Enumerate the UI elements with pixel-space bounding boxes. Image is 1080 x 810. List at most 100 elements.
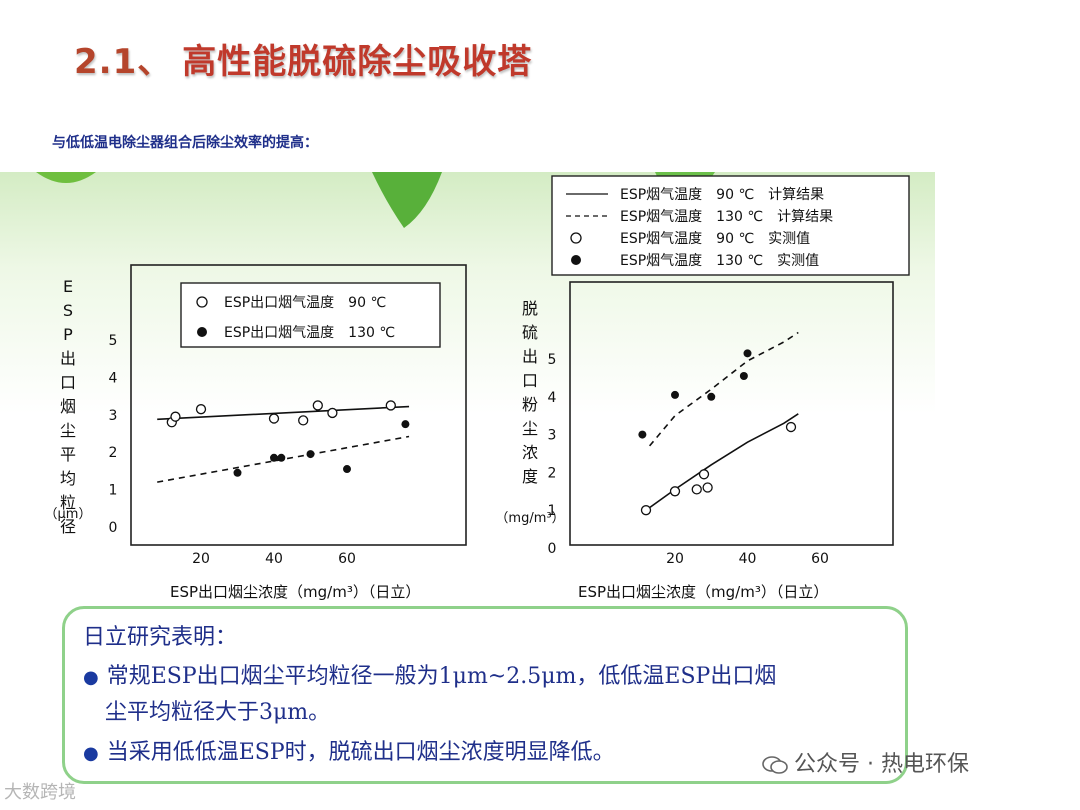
chart-1-point-filled [401, 420, 410, 429]
chart-1-point-filled [233, 468, 242, 477]
chart-2-ytick-label: 2 [548, 465, 557, 481]
chart-1-ylabel-char: E [63, 277, 73, 296]
chart-1-ytick-label: 5 [109, 333, 118, 349]
conclusion-bullet-1: ● 常规ESP出口烟尘平均粒径一般为1μm~2.5μm，低低温ESP出口烟 [83, 659, 776, 696]
chart-1-legend-box [180, 282, 441, 348]
chart-1-point-filled [270, 453, 278, 462]
chart-2-ylabel-char: 粉 [522, 395, 538, 414]
chart-2-point-open [702, 482, 713, 493]
chart-2-xtick-label: 40 [739, 551, 757, 567]
chart-1-ytick-label: 2 [109, 445, 118, 461]
chart-1-point-open [195, 404, 207, 415]
chart-1-point-open [385, 400, 396, 411]
chart-1-point-filled [277, 453, 286, 462]
chart-2-xtick-label: 20 [666, 551, 684, 567]
chart-2-point-open [785, 421, 797, 433]
chart-2-curve [648, 331, 799, 447]
chart-2-ylabel-char: 度 [522, 467, 538, 486]
conclusion-bullet-2: ● 当采用低低温ESP时，脱硫出口烟尘浓度明显降低。 [83, 735, 615, 772]
title-number: 2.1、 [74, 42, 173, 82]
chart-1-fit-line [157, 405, 410, 421]
watermark-account: 公众号 · 热电环保 [762, 746, 969, 778]
chart-2-legend-marker [571, 255, 581, 265]
chart-2-point-filled [671, 390, 679, 399]
chart-1-xtick-label: 20 [192, 551, 210, 567]
chart-2-point-filled [743, 349, 752, 358]
chart-1-ytick-label: 4 [109, 370, 118, 386]
chart-1-legend-label: ESP出口烟气温度 90 ℃ [224, 295, 386, 311]
chart-2-point-open [691, 484, 702, 495]
chart-2-legend-box [551, 175, 910, 276]
chart-1-ylabel-char: 平 [60, 445, 76, 464]
chart-2-xtick-label: 60 [811, 551, 829, 567]
chart-2-frame [569, 281, 894, 546]
chart-2-legend-marker [570, 232, 582, 244]
chart-2-ylabel-char: 尘 [522, 419, 538, 438]
chart-1-legend-marker [196, 296, 208, 308]
chart-1-ylabel-char: 径 [60, 517, 76, 536]
chart-2-curve [645, 413, 799, 511]
chart-2-legend-label: ESP烟气温度 90 ℃ 计算结果 [620, 187, 824, 203]
watermark-account-text: 公众号 · 热电环保 [794, 752, 969, 777]
chart-1-ylabel-char: 均 [60, 469, 76, 488]
leaf-decoration-icon [372, 172, 442, 228]
chart-2-point-open [640, 505, 652, 516]
page-title: 2.1、 高性能脱硫除尘吸收塔 [74, 34, 532, 83]
chart-1-ylabel-char: 烟 [60, 397, 76, 416]
chart-2-yunit: （mg/m³） [495, 511, 564, 526]
subtitle: 与低低温电除尘器组合后除尘效率的提高： [52, 135, 318, 151]
chart-2-ytick-label: 5 [548, 352, 557, 368]
chart-1-ytick-label: 3 [109, 408, 118, 424]
chart-2-legend-label: ESP烟气温度 130 ℃ 实测值 [620, 253, 819, 269]
chart-1-xtick-label: 60 [338, 551, 356, 567]
chart-1-ylabel-char: 粒 [60, 493, 76, 512]
chart-1-point-open [298, 415, 309, 426]
chart-1-frame [130, 264, 467, 546]
chart-2-point-open [698, 469, 710, 480]
conclusion-bullet-1-cont: 尘平均粒径大于3μm。 [105, 695, 330, 731]
bullet-2-text: 当采用低低温ESP时，脱硫出口烟尘浓度明显降低。 [106, 740, 615, 765]
conclusion-box: 日立研究表明： ● 常规ESP出口烟尘平均粒径一般为1μm~2.5μm，低低温ES… [62, 606, 908, 784]
chart-1-xlabel: ESP出口烟尘浓度（mg/m³）（日立） [170, 583, 420, 601]
chart-1-legend-label: ESP出口烟气温度 130 ℃ [224, 325, 395, 341]
chart-1-point-open [312, 400, 323, 411]
bullet-icon: ● [83, 667, 99, 688]
chart-1-ylabel-char: 口 [60, 373, 76, 392]
chart-2-legend-label: ESP烟气温度 130 ℃ 计算结果 [620, 209, 833, 225]
leaf-decoration-icon [36, 172, 96, 183]
chart-1-ylabel-char: 尘 [60, 421, 76, 440]
chart-1-point-open [170, 411, 181, 422]
chart-1-ylabel-char: 出 [60, 349, 76, 368]
watermark-left: 大数跨境 [4, 782, 76, 803]
chart-1-xtick-label: 40 [265, 551, 283, 567]
chart-1-ylabel-char: S [63, 301, 73, 320]
chart-2-xlabel: ESP出口烟尘浓度（mg/m³）（日立） [578, 583, 828, 601]
chart-2-ylabel-char: 脱 [522, 299, 538, 318]
bullet-1-line-2: 尘平均粒径大于3μm。 [105, 700, 331, 725]
chart-1-point-open [327, 407, 338, 419]
chart-2-ytick-label: 3 [548, 428, 557, 444]
chart-2-ylabel-char: 浓 [522, 443, 538, 462]
chart-1-ytick-label: 1 [109, 483, 118, 499]
chart-2-ylabel-char: 出 [522, 347, 538, 366]
chart-1-ytick-label: 0 [109, 520, 118, 536]
chart-2-point-filled [739, 372, 748, 381]
chart-2-ytick-label: 4 [548, 390, 557, 406]
chart-1-legend-marker [197, 327, 207, 337]
conclusion-heading: 日立研究表明： [83, 625, 238, 650]
bullet-1-line-1: 常规ESP出口烟尘平均粒径一般为1μm~2.5μm，低低温ESP出口烟 [106, 664, 777, 689]
chart-2-ylabel-char: 口 [522, 371, 538, 390]
chart-1-point-open [268, 413, 280, 424]
chart-2-point-filled [638, 430, 647, 439]
chart-2-ytick-label: 1 [548, 503, 557, 519]
chart-1-yunit: （μm） [45, 507, 92, 522]
wechat-icon [762, 756, 788, 774]
chart-1-point-filled [306, 450, 315, 459]
chart-2-point-open [669, 486, 681, 497]
chart-2-point-filled [707, 392, 716, 401]
chart-2-legend-label: ESP烟气温度 90 ℃ 实测值 [620, 231, 810, 247]
bullet-icon: ● [83, 743, 99, 764]
title-text: 高性能脱硫除尘吸收塔 [182, 42, 533, 82]
